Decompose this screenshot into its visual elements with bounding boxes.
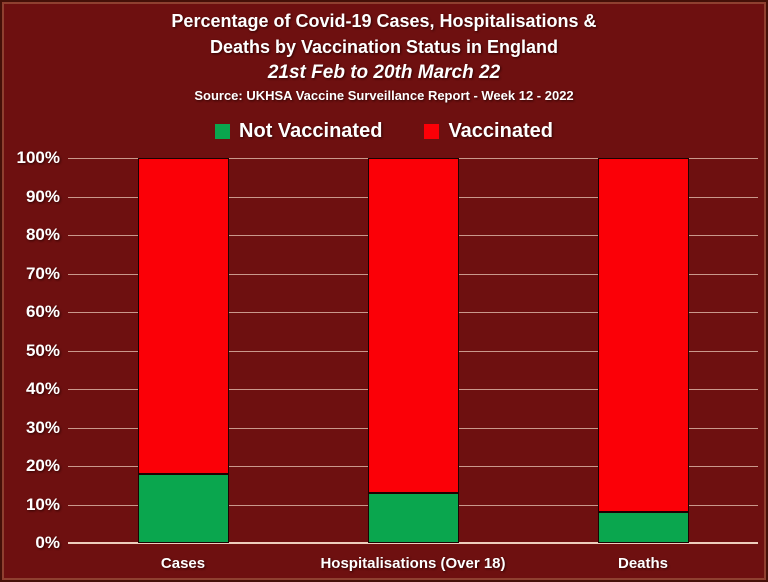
x-axis-label-cases: Cases bbox=[160, 555, 206, 572]
legend-item-vaccinated: Vaccinated bbox=[424, 120, 553, 143]
y-tick-label-20: 20% bbox=[25, 456, 60, 475]
legend-item-not-vaccinated: Not Vaccinated bbox=[215, 120, 382, 143]
x-axis-label-deaths: Deaths bbox=[617, 555, 669, 572]
bar-segment-vaccinated-hospitalisations-over-18- bbox=[367, 158, 459, 493]
legend-label-not-vaccinated: Not Vaccinated bbox=[239, 119, 383, 142]
bar-segment-not-vaccinated-deaths bbox=[597, 512, 689, 543]
legend-label-vaccinated: Vaccinated bbox=[448, 119, 553, 142]
chart-subtitle-daterange: 21st Feb to 20th March 22 bbox=[267, 62, 501, 83]
legend-swatch-vaccinated bbox=[424, 123, 440, 139]
bar-cases bbox=[137, 158, 229, 543]
chart-legend: Not Vaccinated Vaccinated bbox=[0, 117, 768, 145]
bar-segment-vaccinated-deaths bbox=[597, 158, 689, 513]
bar-segment-vaccinated-cases bbox=[137, 158, 229, 474]
bar-hospitalisations-over-18- bbox=[367, 158, 459, 543]
chart-title-line2: Deaths by Vaccination Status in England bbox=[209, 37, 559, 57]
bar-segment-not-vaccinated-cases bbox=[137, 473, 229, 543]
bar-deaths bbox=[597, 158, 689, 543]
bar-segment-not-vaccinated-hospitalisations-over-18- bbox=[367, 492, 459, 543]
y-tick-label-0: 0% bbox=[35, 533, 60, 552]
plot-area bbox=[68, 158, 758, 544]
y-tick-label-10: 10% bbox=[25, 494, 60, 514]
y-tick-label-30: 30% bbox=[25, 417, 60, 437]
chart-source-note: Source: UKHSA Vaccine Surveillance Repor… bbox=[194, 88, 574, 103]
legend-swatch-not-vaccinated bbox=[215, 123, 231, 139]
y-tick-label-90: 90% bbox=[25, 186, 60, 206]
y-tick-label-60: 60% bbox=[25, 302, 60, 321]
y-tick-label-40: 40% bbox=[25, 379, 60, 398]
y-tick-label-100: 100% bbox=[16, 148, 60, 167]
y-tick-label-50: 50% bbox=[25, 340, 60, 360]
x-axis-line bbox=[68, 542, 758, 544]
chart-title-line1: Percentage of Covid-19 Cases, Hospitalis… bbox=[171, 11, 597, 31]
x-axis-label-hospitalisations-over-18-: Hospitalisations (Over 18) bbox=[320, 555, 506, 572]
y-tick-label-70: 70% bbox=[25, 263, 60, 283]
y-tick-label-80: 80% bbox=[25, 225, 60, 244]
